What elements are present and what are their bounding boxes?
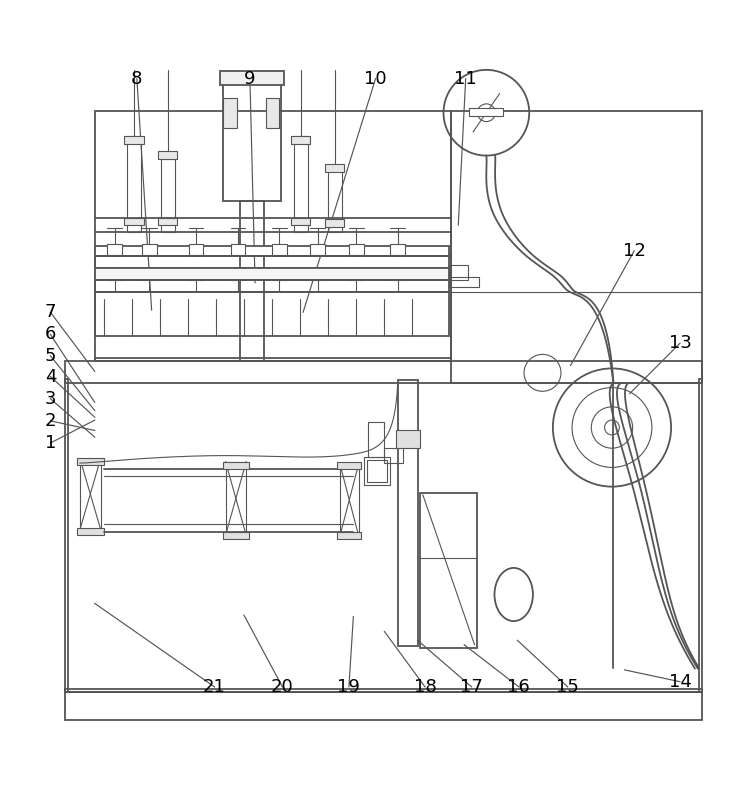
Bar (124, 137, 143, 144)
Text: 1: 1 (44, 434, 56, 452)
Text: 20: 20 (271, 678, 294, 696)
Bar (272, 243, 287, 254)
Text: 18: 18 (414, 678, 437, 696)
Bar (95, 268, 449, 280)
Bar (95, 111, 451, 361)
Bar (95, 256, 449, 268)
Text: 8: 8 (131, 70, 143, 88)
Bar (231, 243, 246, 254)
Bar (311, 243, 325, 254)
Text: 19: 19 (338, 678, 360, 696)
Text: 6: 6 (44, 325, 56, 344)
Circle shape (605, 420, 619, 435)
Bar (385, 448, 403, 463)
Bar (397, 380, 418, 646)
Bar (77, 528, 103, 536)
Bar (391, 243, 405, 254)
Bar (223, 98, 237, 127)
Bar (325, 164, 345, 172)
Text: 12: 12 (623, 242, 645, 260)
Bar (158, 151, 177, 159)
Bar (349, 243, 363, 254)
Bar (222, 461, 249, 469)
Text: 17: 17 (460, 678, 483, 696)
Bar (65, 692, 702, 720)
Text: 14: 14 (669, 673, 691, 690)
Bar (124, 218, 143, 225)
Bar (420, 492, 477, 648)
Bar (65, 378, 68, 692)
Bar (225, 461, 247, 536)
Bar (396, 430, 420, 448)
Bar (291, 218, 311, 225)
Text: 13: 13 (669, 334, 691, 352)
Text: 2: 2 (44, 412, 56, 430)
Bar (220, 71, 284, 85)
Bar (291, 137, 311, 144)
Text: 15: 15 (556, 678, 579, 696)
Bar (340, 465, 359, 536)
Bar (80, 458, 100, 529)
Bar (469, 108, 504, 115)
Bar (449, 265, 468, 280)
Bar (95, 358, 451, 361)
Bar (77, 458, 103, 465)
Text: 16: 16 (507, 678, 530, 696)
Bar (449, 276, 479, 287)
Bar (95, 246, 449, 256)
Bar (127, 137, 140, 232)
Bar (337, 532, 361, 539)
Text: 5: 5 (44, 347, 56, 365)
Text: 21: 21 (203, 678, 226, 696)
Text: 11: 11 (455, 70, 477, 88)
Bar (699, 378, 702, 692)
Bar (368, 422, 385, 457)
Bar (328, 166, 342, 232)
Bar (337, 461, 361, 469)
Bar (294, 137, 308, 232)
Bar (95, 292, 449, 336)
Bar (95, 280, 449, 292)
Bar (142, 243, 157, 254)
Text: 10: 10 (364, 70, 387, 88)
Bar (366, 460, 388, 482)
Bar (451, 111, 702, 383)
Bar (222, 532, 249, 539)
Bar (161, 159, 174, 232)
Text: 7: 7 (44, 303, 56, 322)
Bar (188, 243, 204, 254)
Text: 3: 3 (44, 389, 56, 408)
Bar (107, 243, 122, 254)
Bar (65, 689, 702, 692)
Bar (65, 361, 702, 383)
Bar (158, 218, 177, 225)
Bar (223, 80, 281, 201)
Bar (266, 98, 280, 127)
Text: 4: 4 (44, 367, 56, 386)
Bar (241, 201, 264, 361)
Bar (325, 219, 345, 227)
Text: 9: 9 (244, 70, 256, 88)
Bar (363, 457, 391, 485)
